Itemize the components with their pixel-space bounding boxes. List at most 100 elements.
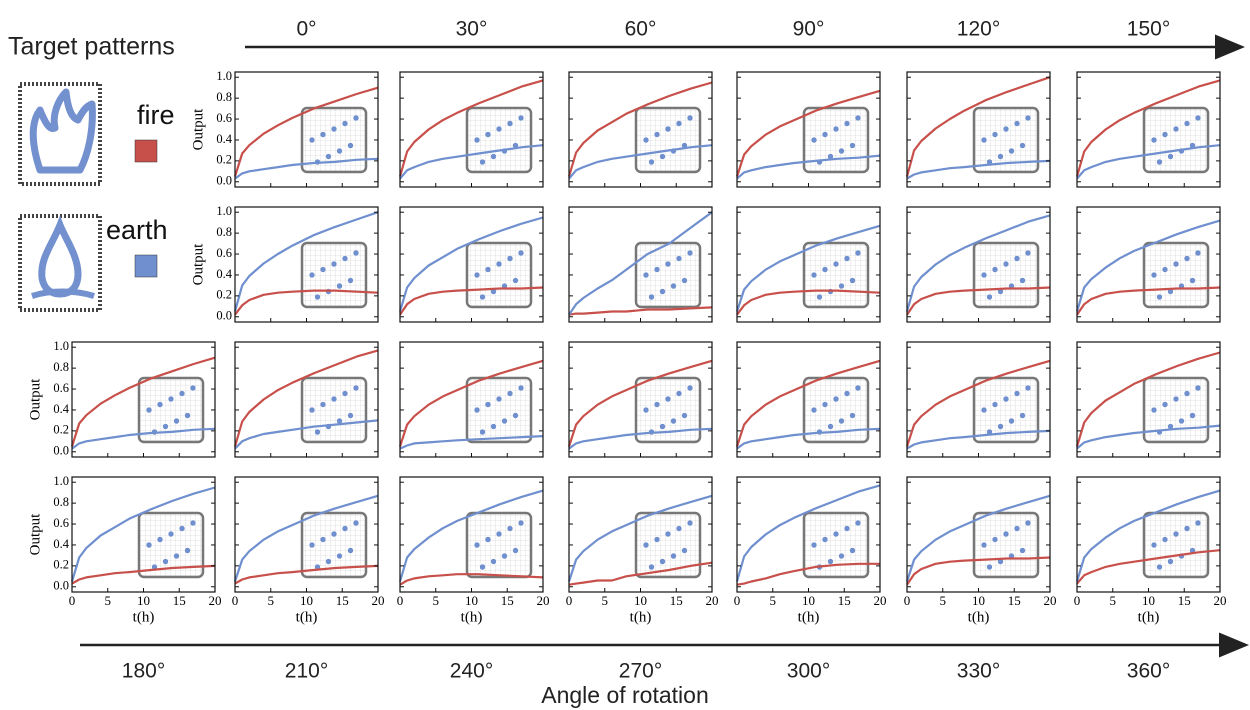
legend-swatch [134,139,158,163]
y-axis-label: Output [190,108,206,151]
chart: 0 5 10 15 20 t(h) [232,476,385,625]
inset-dot [325,153,332,160]
inset-dot [844,390,850,397]
y-tick-label: 0.4 [53,402,69,416]
inset-dot [849,277,856,284]
inset-dot [485,266,491,273]
inset-dot [496,261,502,267]
angle-label: 300° [787,660,830,683]
inset-dot [336,283,343,289]
series-line [906,556,1051,586]
chart [735,71,881,188]
inset-dot [844,120,850,127]
inset-dot [981,272,987,278]
x-tick-label: 10 [137,593,150,608]
inset-dot [648,564,655,570]
inset-dot [670,418,677,424]
inset-dot [496,531,502,537]
x-tick-label: 15 [1178,593,1191,608]
inset-dot [485,536,491,543]
inset-dot [1151,272,1157,278]
series-line [568,211,713,316]
angle-label: 120° [957,18,1000,41]
series-line [735,359,881,447]
inset-dot [849,142,856,149]
inset-dot [643,407,649,413]
inset-dot [336,553,343,559]
inset-dot [1019,547,1026,554]
series-line [1076,549,1221,585]
inset-dot [1189,412,1196,419]
inset-dot [309,542,315,548]
series-line [568,427,713,450]
x-tick-label: 10 [1142,593,1155,608]
x-tick-label: 15 [336,593,349,608]
inset-dot [676,525,682,532]
inset-dot [1003,531,1009,537]
x-tick-label: 10 [802,593,815,608]
inset-dot [518,385,524,391]
inset-dot [507,120,513,127]
series-line [398,359,544,447]
inset-dot [1195,115,1201,121]
inset-dot [855,385,861,391]
inset-dot [518,250,524,256]
inset-dot [986,294,993,300]
inset-dot [827,558,834,565]
inset-dot [997,558,1004,565]
y-tick-label: 0.2 [216,153,232,167]
series-line [1076,144,1221,180]
inset-dot [1162,266,1168,273]
inset-dot [496,396,502,402]
inset-dot [1173,126,1179,132]
inset-dot [336,148,343,154]
inset-dot [347,277,354,284]
inset-dot [342,525,348,532]
y-tick-label: 0.6 [216,111,232,125]
inset-dot [1025,250,1031,256]
x-tick-label: 0 [69,593,76,608]
inset-dot [1162,401,1168,408]
inset-dot [162,558,169,565]
y-tick-label: 0.4 [216,267,232,281]
inset-dot [1019,142,1026,149]
inset-dot [981,137,987,143]
inset-dot [1162,536,1168,543]
series-line [736,289,881,316]
x-tick-label: 10 [300,593,313,608]
inset-dot [665,396,671,402]
inset-dot [654,536,660,543]
series-line [398,216,544,312]
inset-dot [325,558,332,565]
series-line [736,427,881,450]
x-tick-label: 5 [602,593,609,608]
inset-dot [659,288,666,295]
inset-dot [309,137,315,143]
x-tick-label: 0 [1074,593,1081,608]
inset-dot [309,272,315,278]
inset-dot [838,553,845,559]
series-line [905,214,1051,312]
y-tick-label: 0.2 [216,288,232,302]
series-line [234,419,379,450]
inset-dot [1184,525,1190,532]
inset-dot [1003,126,1009,132]
angle-label: 0° [296,18,316,41]
y-axis-label: Output [27,513,43,556]
inset [1142,106,1210,174]
y-tick-label: 1.0 [216,204,232,218]
inset-dot [485,401,491,408]
series-line [736,154,881,180]
inset-dot [997,153,1004,160]
inset-dot [855,250,861,256]
series-line [399,573,544,586]
inset-dot [173,553,180,559]
inset-dot [1151,137,1157,143]
inset-dot [184,412,191,419]
inset [634,106,702,174]
inset-dot [1003,261,1009,267]
series-line [567,494,713,582]
inset-dot [512,547,519,554]
inset-dot [811,272,817,278]
x-tick-label: 20 [209,593,222,608]
